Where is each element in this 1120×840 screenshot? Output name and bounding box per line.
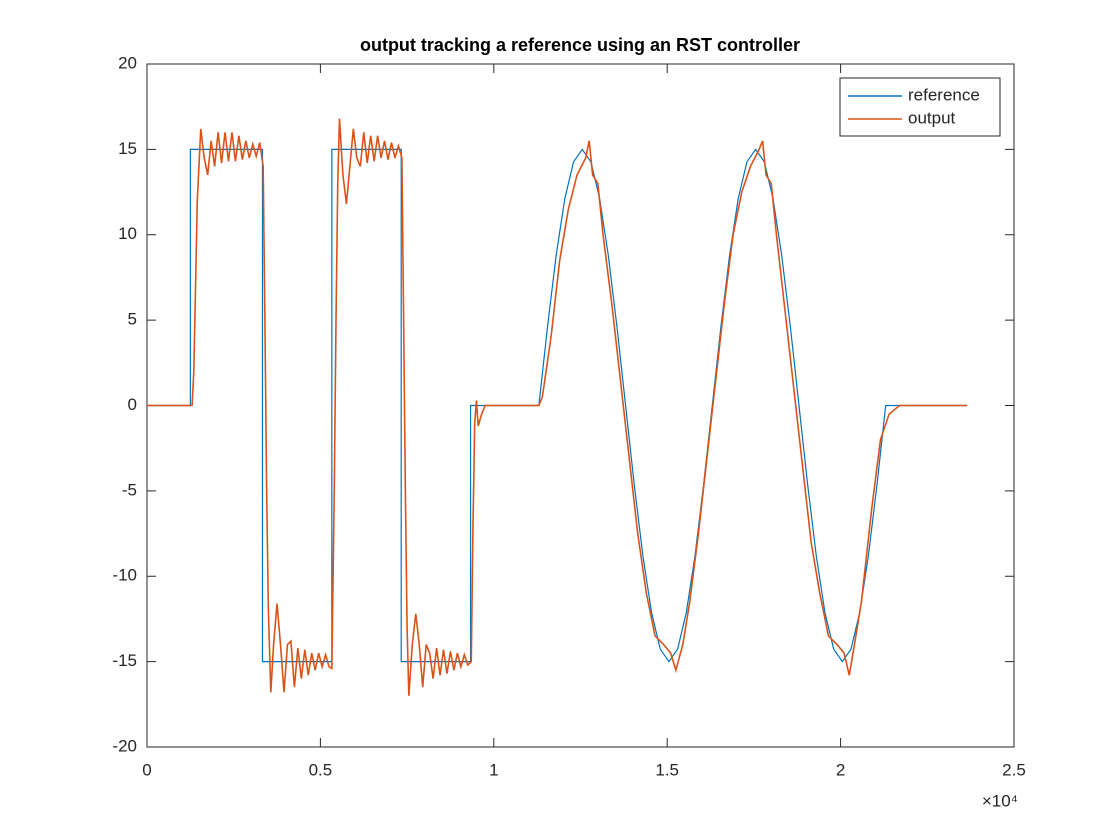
legend-label: reference <box>908 85 980 104</box>
x-exponent: ×10⁴ <box>982 791 1018 810</box>
y-tick-label: 15 <box>118 139 137 158</box>
x-tick-label: 0.5 <box>309 760 333 779</box>
legend-box <box>839 77 1001 137</box>
series-line <box>147 118 968 696</box>
x-tick-label: 2.5 <box>1002 760 1026 779</box>
chart-title: output tracking a reference using an RST… <box>360 35 800 55</box>
x-tick-label: 1.5 <box>655 760 679 779</box>
y-tick-label: -15 <box>112 651 137 670</box>
x-tick-label: 0 <box>142 760 151 779</box>
y-tick-label: -5 <box>122 480 137 499</box>
x-tick-label: 2 <box>836 760 845 779</box>
legend-label: output <box>908 108 956 127</box>
y-tick-label: -20 <box>112 736 137 755</box>
plot-area <box>146 63 1015 748</box>
series-line <box>147 148 968 663</box>
y-tick-label: 10 <box>118 224 137 243</box>
y-tick-label: 0 <box>128 395 137 414</box>
y-tick-label: -10 <box>112 566 137 585</box>
y-tick-label: 20 <box>118 53 137 72</box>
x-tick-label: 1 <box>489 760 498 779</box>
y-tick-label: 5 <box>128 310 137 329</box>
